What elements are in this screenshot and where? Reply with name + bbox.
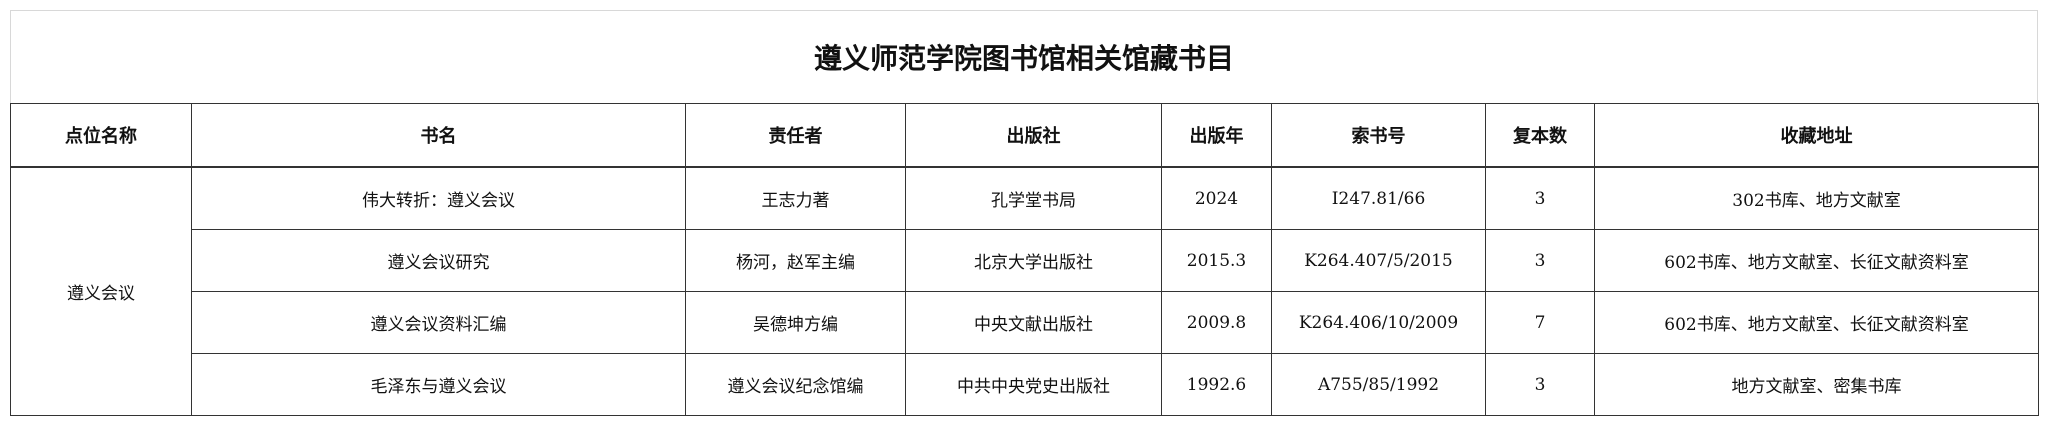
author-cell: 遵义会议纪念馆编 — [685, 353, 906, 416]
year-cell: 2015.3 — [1161, 229, 1272, 292]
call-number-cell: K264.406/10/2009 — [1271, 291, 1486, 354]
column-header: 索书号 — [1271, 103, 1486, 168]
column-header: 责任者 — [685, 103, 906, 168]
catalog-sheet: 遵义师范学院图书馆相关馆藏书目 点位名称 书名 责任者 出版社 出版年 索书号 … — [10, 10, 2039, 416]
table-header-row: 点位名称 书名 责任者 出版社 出版年 索书号 复本数 收藏地址 — [10, 103, 2039, 168]
table-row: 遵义会议资料汇编 吴德坤方编 中央文献出版社 2009.8 K264.406/1… — [11, 291, 2039, 354]
table-row: 毛泽东与遵义会议 遵义会议纪念馆编 中共中央党史出版社 1992.6 A755/… — [11, 353, 2039, 416]
year-cell: 2024 — [1161, 166, 1272, 230]
copies-cell: 3 — [1485, 229, 1595, 292]
page-title: 遵义师范学院图书馆相关馆藏书目 — [10, 10, 2038, 103]
column-header: 收藏地址 — [1594, 103, 2039, 168]
publisher-cell: 中央文献出版社 — [905, 291, 1162, 354]
author-cell: 王志力著 — [685, 166, 906, 230]
location-cell: 遵义会议 — [10, 166, 192, 416]
address-cell: 302书库、地方文献室 — [1594, 166, 2039, 230]
author-cell: 吴德坤方编 — [685, 291, 906, 354]
year-cell: 2009.8 — [1161, 291, 1272, 354]
column-header: 书名 — [191, 103, 686, 168]
table-row: 遵义会议研究 杨河，赵军主编 北京大学出版社 2015.3 K264.407/5… — [11, 229, 2039, 292]
publisher-cell: 北京大学出版社 — [905, 229, 1162, 292]
publisher-cell: 中共中央党史出版社 — [905, 353, 1162, 416]
book-title-cell: 伟大转折：遵义会议 — [191, 166, 686, 230]
catalog-table: 点位名称 书名 责任者 出版社 出版年 索书号 复本数 收藏地址 遵义会议 伟大… — [10, 103, 2039, 416]
book-title-cell: 毛泽东与遵义会议 — [191, 353, 686, 416]
column-header: 点位名称 — [10, 103, 192, 168]
author-cell: 杨河，赵军主编 — [685, 229, 906, 292]
column-header: 出版年 — [1161, 103, 1272, 168]
copies-cell: 3 — [1485, 166, 1595, 230]
address-cell: 602书库、地方文献室、长征文献资料室 — [1594, 229, 2039, 292]
call-number-cell: A755/85/1992 — [1271, 353, 1486, 416]
copies-cell: 7 — [1485, 291, 1595, 354]
publisher-cell: 孔学堂书局 — [905, 166, 1162, 230]
book-title-cell: 遵义会议资料汇编 — [191, 291, 686, 354]
book-title-cell: 遵义会议研究 — [191, 229, 686, 292]
column-header: 复本数 — [1485, 103, 1595, 168]
table-row: 遵义会议 伟大转折：遵义会议 王志力著 孔学堂书局 2024 I247.81/6… — [10, 166, 2039, 416]
column-header: 出版社 — [905, 103, 1162, 168]
address-cell: 地方文献室、密集书库 — [1594, 353, 2039, 416]
year-cell: 1992.6 — [1161, 353, 1272, 416]
copies-cell: 3 — [1485, 353, 1595, 416]
address-cell: 602书库、地方文献室、长征文献资料室 — [1594, 291, 2039, 354]
call-number-cell: K264.407/5/2015 — [1271, 229, 1486, 292]
call-number-cell: I247.81/66 — [1271, 166, 1486, 230]
